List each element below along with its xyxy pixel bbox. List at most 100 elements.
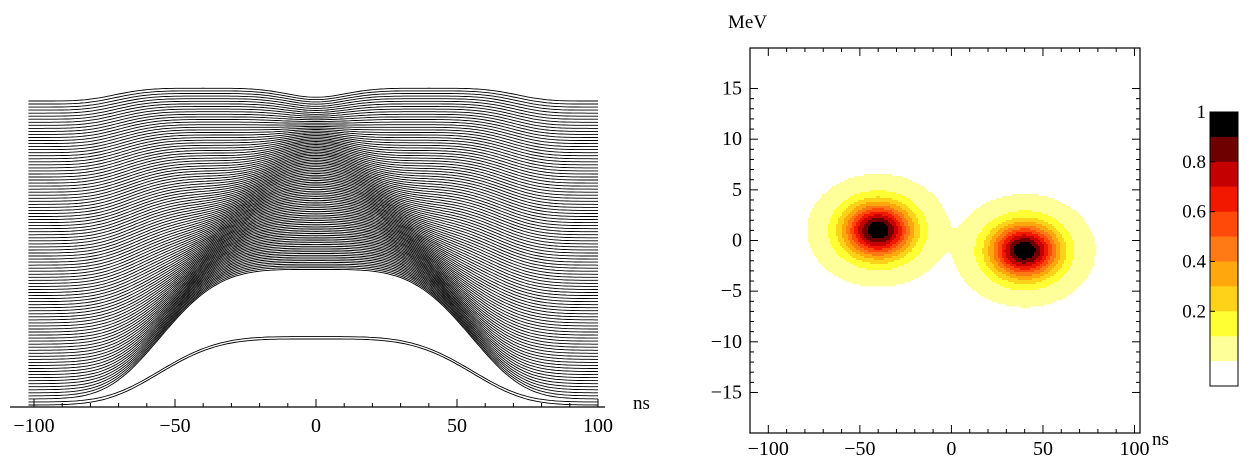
contour-cell xyxy=(898,196,901,199)
contour-cell xyxy=(960,264,963,267)
contour-cell xyxy=(1024,218,1027,221)
contour-cell xyxy=(838,230,841,233)
contour-cell xyxy=(852,248,855,251)
contour-cell xyxy=(868,246,871,249)
contour-cell xyxy=(892,212,895,215)
contour-cell xyxy=(872,242,875,245)
waterfall-trace xyxy=(28,225,598,327)
contour-cell xyxy=(836,220,839,223)
contour-cell xyxy=(946,246,949,249)
contour-cell xyxy=(980,260,983,263)
contour-cell xyxy=(972,216,975,219)
contour-cell xyxy=(834,248,837,251)
contour-cell xyxy=(1072,240,1075,243)
contour-cell xyxy=(920,260,923,263)
contour-cell xyxy=(894,190,897,193)
contour-cell xyxy=(840,232,843,235)
contour-cell xyxy=(902,260,905,263)
contour-cell xyxy=(940,208,943,211)
contour-cell xyxy=(900,244,903,247)
contour-cell xyxy=(824,246,827,249)
contour-cell xyxy=(1094,254,1097,257)
contour-cell xyxy=(1034,220,1037,223)
contour-cell xyxy=(932,246,935,249)
contour-cell xyxy=(1000,220,1003,223)
contour-cell xyxy=(878,260,881,263)
contour-cell xyxy=(856,210,859,213)
contour-cell xyxy=(1028,206,1031,209)
contour-cell xyxy=(922,224,925,227)
contour-cell xyxy=(906,230,909,233)
contour-cell xyxy=(944,246,947,249)
contour-cell xyxy=(952,252,955,255)
contour-cell xyxy=(1046,234,1049,237)
contour-cell xyxy=(890,250,893,253)
contour-cell xyxy=(1056,260,1059,263)
contour-cell xyxy=(862,206,865,209)
contour-cell xyxy=(932,198,935,201)
contour-cell xyxy=(834,194,837,197)
waterfall-trace xyxy=(28,247,598,363)
contour-cell xyxy=(942,252,945,255)
waterfall-trace xyxy=(28,245,598,360)
contour-cell xyxy=(924,198,927,201)
contour-cell xyxy=(974,248,977,251)
contour-cell xyxy=(832,188,835,191)
contour-cell xyxy=(1006,196,1009,199)
contour-cell xyxy=(860,262,863,265)
contour-cell xyxy=(906,192,909,195)
contour-cell xyxy=(1020,210,1023,213)
contour-cell xyxy=(1000,198,1003,201)
contour-cell xyxy=(1068,250,1071,253)
contour-cell xyxy=(996,248,999,251)
contour-cell xyxy=(1000,240,1003,243)
contour-cell xyxy=(992,242,995,245)
contour-cell xyxy=(1032,200,1035,203)
contour-cell xyxy=(892,246,895,249)
contour-cell xyxy=(842,242,845,245)
contour-cell xyxy=(1090,260,1093,263)
contour-cell xyxy=(1016,204,1019,207)
contour-cell xyxy=(838,184,841,187)
contour-cell xyxy=(892,192,895,195)
contour-cell xyxy=(892,226,895,229)
contour-cell xyxy=(872,214,875,217)
contour-cell xyxy=(932,252,935,255)
contour-cell xyxy=(1046,200,1049,203)
contour-cell xyxy=(1012,248,1015,251)
contour-cell xyxy=(874,234,877,237)
contour-cell xyxy=(886,260,889,263)
contour-cell xyxy=(930,226,933,229)
contour-cell xyxy=(918,216,921,219)
contour-cell xyxy=(872,232,875,235)
contour-cell xyxy=(1080,216,1083,219)
contour-cell xyxy=(870,184,873,187)
contour-cell xyxy=(1024,206,1027,209)
contour-cell xyxy=(1060,216,1063,219)
contour-cell xyxy=(890,202,893,205)
contour-cell xyxy=(1010,218,1013,221)
contour-cell xyxy=(980,206,983,209)
contour-cell xyxy=(840,228,843,231)
contour-cell xyxy=(1064,230,1067,233)
contour-cell xyxy=(900,232,903,235)
contour-cell xyxy=(852,244,855,247)
contour-cell xyxy=(988,230,991,233)
contour-cell xyxy=(1046,244,1049,247)
contour-cell xyxy=(908,244,911,247)
contour-cell xyxy=(826,246,829,249)
contour-cell xyxy=(990,238,993,241)
contour-cell xyxy=(1020,242,1023,245)
contour-cell xyxy=(936,210,939,213)
contour-cell xyxy=(918,234,921,237)
contour-cell xyxy=(956,228,959,231)
contour-cell xyxy=(938,254,941,257)
contour-cell xyxy=(1012,236,1015,239)
contour-cell xyxy=(970,262,973,265)
contour-cell xyxy=(976,238,979,241)
contour-cell xyxy=(1086,244,1089,247)
contour-cell xyxy=(1066,220,1069,223)
contour-cell xyxy=(890,218,893,221)
contour-cell xyxy=(1006,224,1009,227)
contour-cell xyxy=(900,202,903,205)
